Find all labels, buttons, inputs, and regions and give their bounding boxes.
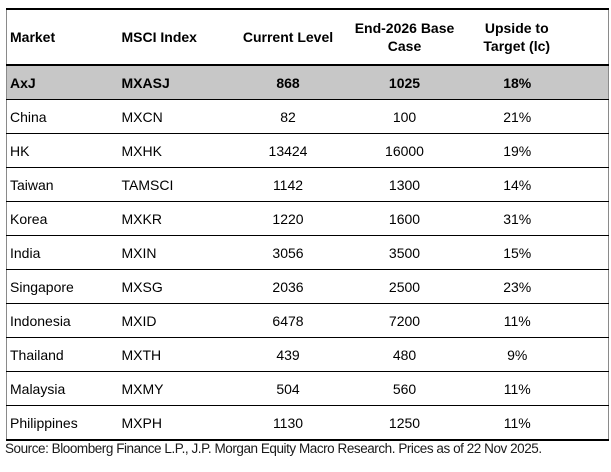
cell-msci-index: MXASJ <box>118 64 231 100</box>
cell-current-level: 1142 <box>230 167 346 202</box>
table-row-singapore: Singapore MXSG 2036 2500 23% <box>6 269 609 304</box>
cell-upside-to-target: 23% <box>463 269 609 304</box>
cell-market: Singapore <box>6 269 119 304</box>
table-row-philippines: Philippines MXPH 1130 1250 11% <box>6 405 609 440</box>
cell-current-level: 1130 <box>230 405 346 440</box>
table-row-thailand: Thailand MXTH 439 480 9% <box>6 337 609 372</box>
cell-market: AxJ <box>6 64 119 100</box>
col-header-msci-index: MSCI Index <box>118 9 231 66</box>
cell-msci-index: MXMY <box>118 371 231 406</box>
table-row-korea: Korea MXKR 1220 1600 31% <box>6 201 609 236</box>
cell-upside-to-target: 11% <box>463 371 609 406</box>
cell-end-2026-base-case: 1025 <box>345 64 464 100</box>
cell-end-2026-base-case: 3500 <box>345 235 464 270</box>
cell-current-level: 2036 <box>230 269 346 304</box>
cell-current-level: 6478 <box>230 303 346 338</box>
col-header-upside-to-target: Upside to Target (lc) <box>463 9 609 66</box>
table-row-india: India MXIN 3056 3500 15% <box>6 235 609 270</box>
cell-market: Taiwan <box>6 167 119 202</box>
cell-msci-index: MXHK <box>118 133 231 168</box>
header-row: Market MSCI Index Current Level End-2026… <box>6 9 609 66</box>
cell-upside-to-target: 11% <box>463 405 609 440</box>
cell-upside-to-target: 15% <box>463 235 609 270</box>
table-row-taiwan: Taiwan TAMSCI 1142 1300 14% <box>6 167 609 202</box>
cell-current-level: 868 <box>230 64 346 100</box>
source-note: Source: Bloomberg Finance L.P., J.P. Mor… <box>5 441 542 456</box>
table-row-axj: AxJ MXASJ 868 1025 18% <box>6 64 609 100</box>
cell-end-2026-base-case: 1300 <box>345 167 464 202</box>
table-row-china: China MXCN 82 100 21% <box>6 99 609 134</box>
table-row-malaysia: Malaysia MXMY 504 560 11% <box>6 371 609 406</box>
cell-end-2026-base-case: 1250 <box>345 405 464 440</box>
cell-msci-index: MXCN <box>118 99 231 134</box>
cell-end-2026-base-case: 16000 <box>345 133 464 168</box>
cell-current-level: 13424 <box>230 133 346 168</box>
cell-msci-index: MXIN <box>118 235 231 270</box>
cell-end-2026-base-case: 2500 <box>345 269 464 304</box>
cell-current-level: 1220 <box>230 201 346 236</box>
cell-upside-to-target: 9% <box>463 337 609 372</box>
table-row-hk: HK MXHK 13424 16000 19% <box>6 133 609 168</box>
cell-msci-index: TAMSCI <box>118 167 231 202</box>
cell-market: China <box>6 99 119 134</box>
cell-end-2026-base-case: 480 <box>345 337 464 372</box>
cell-upside-to-target: 14% <box>463 167 609 202</box>
table-body: AxJ MXASJ 868 1025 18% China MXCN 82 100… <box>6 64 609 440</box>
cell-market: HK <box>6 133 119 168</box>
col-header-end-2026-base-case: End-2026 Base Case <box>345 9 464 66</box>
cell-end-2026-base-case: 100 <box>345 99 464 134</box>
cell-market: Thailand <box>6 337 119 372</box>
cell-current-level: 3056 <box>230 235 346 270</box>
cell-market: Indonesia <box>6 303 119 338</box>
cell-upside-to-target: 18% <box>463 64 609 100</box>
cell-current-level: 504 <box>230 371 346 406</box>
cell-end-2026-base-case: 7200 <box>345 303 464 338</box>
cell-market: Philippines <box>6 405 119 440</box>
cell-current-level: 82 <box>230 99 346 134</box>
cell-upside-to-target: 11% <box>463 303 609 338</box>
cell-upside-to-target: 31% <box>463 201 609 236</box>
table-header: Market MSCI Index Current Level End-2026… <box>6 9 609 66</box>
col-header-market: Market <box>6 9 119 66</box>
cell-market: India <box>6 235 119 270</box>
cell-upside-to-target: 19% <box>463 133 609 168</box>
cell-msci-index: MXID <box>118 303 231 338</box>
msci-index-targets-table: Market MSCI Index Current Level End-2026… <box>6 8 609 441</box>
cell-end-2026-base-case: 560 <box>345 371 464 406</box>
cell-end-2026-base-case: 1600 <box>345 201 464 236</box>
cell-msci-index: MXTH <box>118 337 231 372</box>
cell-msci-index: MXSG <box>118 269 231 304</box>
cell-market: Malaysia <box>6 371 119 406</box>
cell-market: Korea <box>6 201 119 236</box>
cell-upside-to-target: 21% <box>463 99 609 134</box>
table-row-indonesia: Indonesia MXID 6478 7200 11% <box>6 303 609 338</box>
col-header-current-level: Current Level <box>230 9 346 66</box>
cell-current-level: 439 <box>230 337 346 372</box>
cell-msci-index: MXKR <box>118 201 231 236</box>
cell-msci-index: MXPH <box>118 405 231 440</box>
